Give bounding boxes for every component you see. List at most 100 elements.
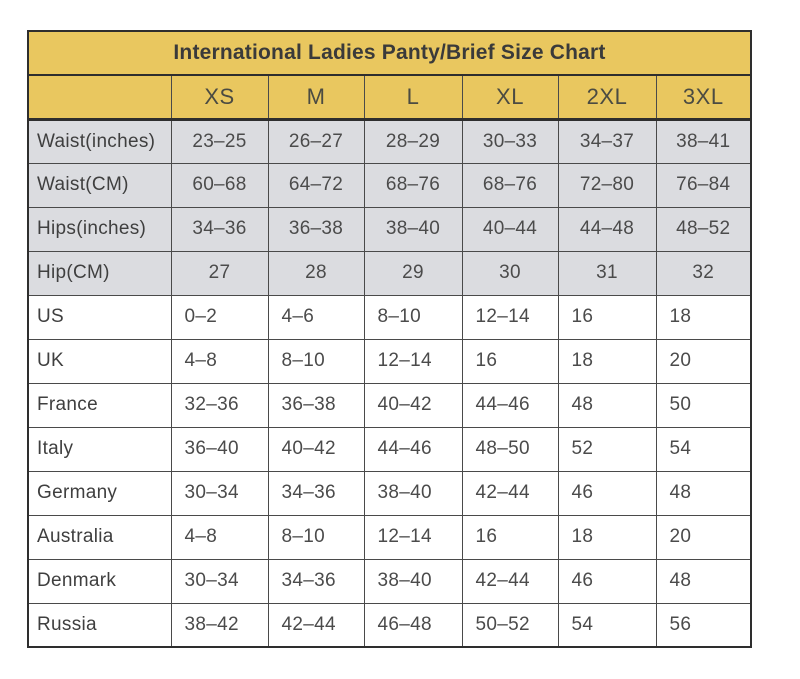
value-cell: 48–50 <box>461 426 559 472</box>
value-cell: 68–76 <box>461 162 559 208</box>
row-russia: Russia 38–42 42–44 46–48 50–52 54 56 <box>27 602 752 648</box>
value-cell: 32–36 <box>170 382 269 428</box>
value-cell: 4–6 <box>267 294 365 340</box>
size-header-m: M <box>267 74 365 121</box>
value-cell: 34–36 <box>170 206 269 252</box>
value-cell: 48 <box>655 558 752 604</box>
value-cell: 50 <box>655 382 752 428</box>
value-cell: 28 <box>267 250 365 296</box>
value-cell: 30–34 <box>170 470 269 516</box>
value-cell: 42–44 <box>461 558 559 604</box>
value-cell: 52 <box>557 426 657 472</box>
row-italy: Italy 36–40 40–42 44–46 48–50 52 54 <box>27 426 752 472</box>
row-label: Australia <box>27 514 172 560</box>
value-cell: 48 <box>557 382 657 428</box>
page-title: International Ladies Panty/Brief Size Ch… <box>27 30 752 76</box>
value-cell: 30–34 <box>170 558 269 604</box>
value-cell: 48–52 <box>655 206 752 252</box>
value-cell: 4–8 <box>170 514 269 560</box>
value-cell: 0–2 <box>170 294 269 340</box>
value-cell: 16 <box>461 338 559 384</box>
value-cell: 36–40 <box>170 426 269 472</box>
row-france: France 32–36 36–38 40–42 44–46 48 50 <box>27 382 752 428</box>
value-cell: 44–46 <box>461 382 559 428</box>
value-cell: 38–42 <box>170 602 269 648</box>
value-cell: 23–25 <box>170 118 269 164</box>
row-us: US 0–2 4–6 8–10 12–14 16 18 <box>27 294 752 340</box>
value-cell: 8–10 <box>267 514 365 560</box>
value-cell: 68–76 <box>363 162 463 208</box>
value-cell: 46 <box>557 558 657 604</box>
row-waist-cm: Waist(CM) 60–68 64–72 68–76 68–76 72–80 … <box>27 162 752 208</box>
value-cell: 42–44 <box>267 602 365 648</box>
value-cell: 20 <box>655 338 752 384</box>
value-cell: 48 <box>655 470 752 516</box>
row-label: Italy <box>27 426 172 472</box>
value-cell: 29 <box>363 250 463 296</box>
value-cell: 64–72 <box>267 162 365 208</box>
row-waist-inches: Waist(inches) 23–25 26–27 28–29 30–33 34… <box>27 118 752 164</box>
value-cell: 54 <box>557 602 657 648</box>
value-cell: 46 <box>557 470 657 516</box>
value-cell: 30–33 <box>461 118 559 164</box>
value-cell: 12–14 <box>363 338 463 384</box>
row-germany: Germany 30–34 34–36 38–40 42–44 46 48 <box>27 470 752 516</box>
value-cell: 31 <box>557 250 657 296</box>
row-label: Denmark <box>27 558 172 604</box>
row-label: France <box>27 382 172 428</box>
value-cell: 34–36 <box>267 558 365 604</box>
size-header-row: XS M L XL 2XL 3XL <box>27 74 752 121</box>
value-cell: 44–46 <box>363 426 463 472</box>
value-cell: 60–68 <box>170 162 269 208</box>
size-header-2xl: 2XL <box>557 74 657 121</box>
value-cell: 72–80 <box>557 162 657 208</box>
row-label: Waist(inches) <box>27 118 172 164</box>
title-row: International Ladies Panty/Brief Size Ch… <box>27 30 752 76</box>
value-cell: 18 <box>655 294 752 340</box>
value-cell: 8–10 <box>363 294 463 340</box>
value-cell: 18 <box>557 514 657 560</box>
row-denmark: Denmark 30–34 34–36 38–40 42–44 46 48 <box>27 558 752 604</box>
row-label: UK <box>27 338 172 384</box>
value-cell: 12–14 <box>461 294 559 340</box>
value-cell: 42–44 <box>461 470 559 516</box>
value-cell: 38–40 <box>363 470 463 516</box>
value-cell: 32 <box>655 250 752 296</box>
value-cell: 50–52 <box>461 602 559 648</box>
value-cell: 36–38 <box>267 382 365 428</box>
row-label: Hips(inches) <box>27 206 172 252</box>
size-header-xs: XS <box>170 74 269 121</box>
row-australia: Australia 4–8 8–10 12–14 16 18 20 <box>27 514 752 560</box>
value-cell: 36–38 <box>267 206 365 252</box>
size-header-3xl: 3XL <box>655 74 752 121</box>
row-label: Germany <box>27 470 172 516</box>
value-cell: 44–48 <box>557 206 657 252</box>
value-cell: 40–42 <box>363 382 463 428</box>
value-cell: 28–29 <box>363 118 463 164</box>
row-label: Hip(CM) <box>27 250 172 296</box>
value-cell: 40–42 <box>267 426 365 472</box>
row-label: Russia <box>27 602 172 648</box>
value-cell: 20 <box>655 514 752 560</box>
value-cell: 34–36 <box>267 470 365 516</box>
row-label: Waist(CM) <box>27 162 172 208</box>
value-cell: 56 <box>655 602 752 648</box>
value-cell: 8–10 <box>267 338 365 384</box>
value-cell: 30 <box>461 250 559 296</box>
value-cell: 16 <box>557 294 657 340</box>
value-cell: 16 <box>461 514 559 560</box>
value-cell: 18 <box>557 338 657 384</box>
value-cell: 54 <box>655 426 752 472</box>
row-hips-inches: Hips(inches) 34–36 36–38 38–40 40–44 44–… <box>27 206 752 252</box>
row-label: US <box>27 294 172 340</box>
value-cell: 26–27 <box>267 118 365 164</box>
size-chart-table: International Ladies Panty/Brief Size Ch… <box>27 30 752 648</box>
value-cell: 12–14 <box>363 514 463 560</box>
value-cell: 38–40 <box>363 206 463 252</box>
row-hip-cm: Hip(CM) 27 28 29 30 31 32 <box>27 250 752 296</box>
value-cell: 46–48 <box>363 602 463 648</box>
value-cell: 38–40 <box>363 558 463 604</box>
value-cell: 40–44 <box>461 206 559 252</box>
size-header-l: L <box>363 74 463 121</box>
size-header-xl: XL <box>461 74 559 121</box>
